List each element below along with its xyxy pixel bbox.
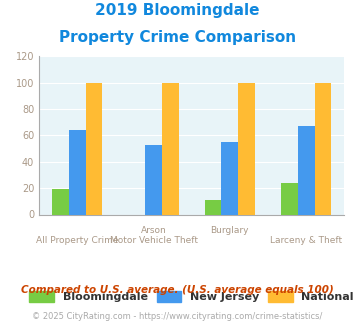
Bar xyxy=(69,130,86,214)
Bar xyxy=(86,82,102,214)
Text: © 2025 CityRating.com - https://www.cityrating.com/crime-statistics/: © 2025 CityRating.com - https://www.city… xyxy=(32,312,323,321)
Bar xyxy=(281,183,298,214)
Text: Motor Vehicle Theft: Motor Vehicle Theft xyxy=(110,236,197,245)
Bar xyxy=(238,82,255,214)
Text: 2019 Bloomingdale: 2019 Bloomingdale xyxy=(95,3,260,18)
Text: All Property Crime: All Property Crime xyxy=(36,236,119,245)
Text: Compared to U.S. average. (U.S. average equals 100): Compared to U.S. average. (U.S. average … xyxy=(21,285,334,295)
Bar xyxy=(205,200,222,214)
Legend: Bloomingdale, New Jersey, National: Bloomingdale, New Jersey, National xyxy=(25,286,355,307)
Text: Arson: Arson xyxy=(141,226,166,235)
Bar xyxy=(162,82,179,214)
Bar xyxy=(315,82,331,214)
Text: Burglary: Burglary xyxy=(211,226,249,235)
Bar xyxy=(298,126,315,214)
Bar xyxy=(145,145,162,214)
Text: Larceny & Theft: Larceny & Theft xyxy=(270,236,342,245)
Bar xyxy=(52,189,69,214)
Bar xyxy=(222,142,238,214)
Text: Property Crime Comparison: Property Crime Comparison xyxy=(59,30,296,45)
